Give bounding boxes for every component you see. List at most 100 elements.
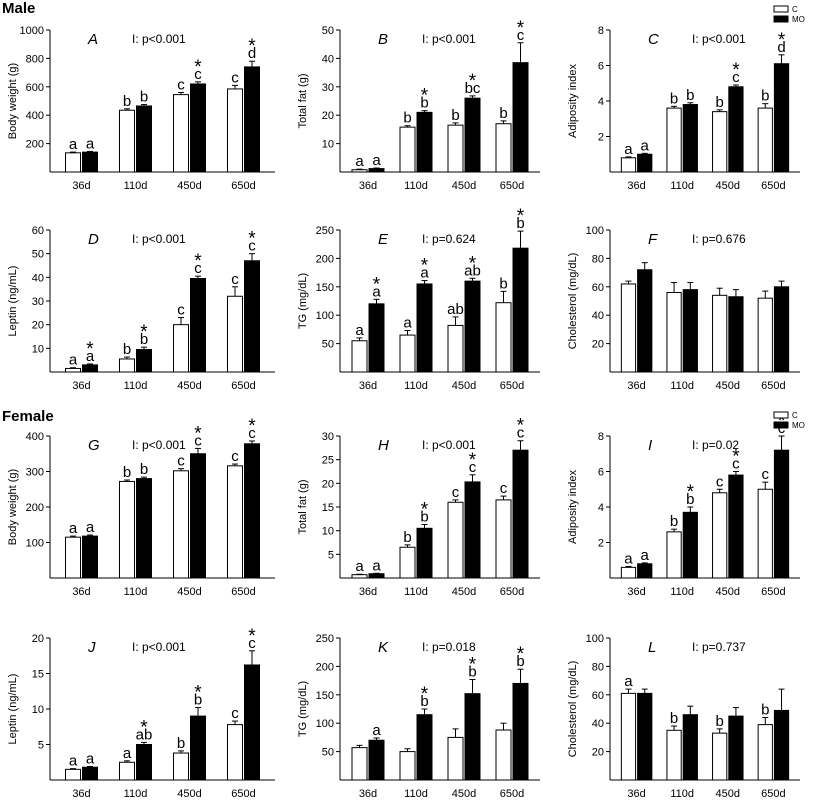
x-tick-label: 36d [627, 788, 645, 800]
x-tick-label: 36d [359, 380, 377, 392]
bar-mo [682, 714, 698, 781]
bar-c [65, 768, 81, 781]
x-tick-label: 36d [359, 586, 377, 598]
stat-text: I: p=0.737 [692, 640, 746, 654]
significance-star: * [469, 253, 477, 274]
y-tick-label: 10 [32, 704, 44, 716]
y-tick-label: 5 [328, 549, 334, 561]
significance-letter: b [716, 94, 724, 111]
bar-c [227, 88, 243, 173]
significance-letter: c [194, 432, 202, 449]
x-tick-label: 36d [627, 586, 645, 598]
x-tick-label: 110d [404, 180, 428, 192]
x-tick-label: 450d [452, 380, 476, 392]
bar-mo [136, 105, 152, 173]
significance-star: * [248, 416, 256, 437]
significance-letter: c [469, 459, 477, 476]
y-tick-label: 10 [32, 343, 44, 355]
significance-letter: c [177, 76, 185, 93]
significance-letter: c [716, 473, 724, 490]
y-tick-label: 20 [592, 747, 604, 759]
bar-c [399, 546, 416, 579]
panel-letter: H [378, 437, 389, 454]
x-tick-label: 36d [627, 380, 645, 392]
bar-mo [512, 247, 529, 373]
legend-label-mo: MO [792, 15, 805, 24]
panel-d: 10 20 30 40 50 60 Leptin (ng/mL) D I: p<0.001 36d… [7, 225, 275, 392]
significance-letter: a [372, 283, 381, 300]
bar-c [227, 724, 243, 781]
stat-text: I: p<0.001 [132, 232, 186, 246]
bar-c [399, 126, 416, 173]
y-tick-label: 2 [598, 132, 604, 144]
bar-mo [464, 280, 481, 373]
significance-star: * [517, 416, 525, 437]
significance-letter: b [123, 93, 131, 110]
panel-letter: B [378, 31, 388, 48]
stat-text: I: p<0.001 [132, 640, 186, 654]
significance-star: * [732, 447, 740, 468]
bar-mo [368, 573, 385, 579]
legend-label-c: C [792, 5, 798, 14]
y-tick-label: 40 [592, 310, 604, 322]
bar-mo [464, 481, 481, 579]
bar-c [712, 111, 728, 173]
significance-star: * [421, 256, 429, 277]
significance-letter: ab [447, 301, 464, 318]
bar-c [757, 724, 773, 781]
significance-star: * [469, 450, 477, 471]
significance-letter: a [69, 136, 78, 153]
bar-mo [637, 269, 653, 373]
y-tick-label: 40 [32, 272, 44, 284]
bar-c [495, 123, 512, 173]
bar-mo [637, 153, 653, 173]
significance-letter: a [403, 315, 412, 332]
x-tick-label: 650d [231, 180, 255, 192]
significance-letter: b [451, 107, 459, 124]
x-tick-label: 110d [670, 788, 694, 800]
panel-b: 10 20 30 40 50 Total fat (g) B I: p<0.001 36d a a 1… [297, 18, 540, 192]
bar-c [666, 107, 682, 173]
x-tick-label: 110d [404, 586, 428, 598]
panel-letter: F [648, 231, 658, 248]
x-tick-label: 450d [716, 788, 740, 800]
bar-c [447, 124, 464, 173]
bar-mo [512, 682, 529, 781]
section-title-male: Male [2, 0, 36, 17]
x-tick-label: 450d [716, 180, 740, 192]
y-tick-label: 50 [322, 747, 334, 759]
bar-mo [728, 86, 744, 173]
stat-text: I: p<0.001 [132, 438, 186, 452]
y-axis-label: Cholesterol (mg/dL) [567, 661, 579, 758]
y-tick-label: 800 [26, 53, 44, 65]
significance-letter: b [716, 713, 724, 730]
significance-letter: a [86, 348, 95, 365]
bar-mo [82, 151, 98, 173]
bar-c [495, 302, 512, 373]
significance-star: * [194, 251, 202, 272]
bar-mo [728, 296, 744, 373]
x-tick-label: 650d [761, 180, 785, 192]
legend-label-mo: MO [792, 421, 805, 430]
bar-c [119, 480, 135, 579]
significance-letter: a [69, 520, 78, 537]
significance-letter: b [403, 110, 411, 127]
x-tick-label: 650d [761, 380, 785, 392]
x-tick-label: 650d [500, 180, 524, 192]
x-tick-label: 110d [670, 180, 694, 192]
bar-mo [244, 443, 260, 579]
bar-c [173, 470, 189, 579]
significance-star: * [517, 206, 525, 227]
bar-mo [464, 693, 481, 781]
x-tick-label: 110d [670, 586, 694, 598]
significance-letter: b [516, 653, 524, 670]
bar-c [666, 531, 682, 579]
significance-star: * [469, 71, 477, 92]
legend-swatch-c [773, 5, 789, 13]
bar-mo [82, 766, 98, 781]
panel-letter: G [88, 437, 100, 454]
y-tick-label: 30 [322, 82, 334, 94]
bar-mo [82, 364, 98, 373]
y-axis-label: Total fat (g) [297, 73, 309, 128]
bar-c [712, 492, 728, 579]
